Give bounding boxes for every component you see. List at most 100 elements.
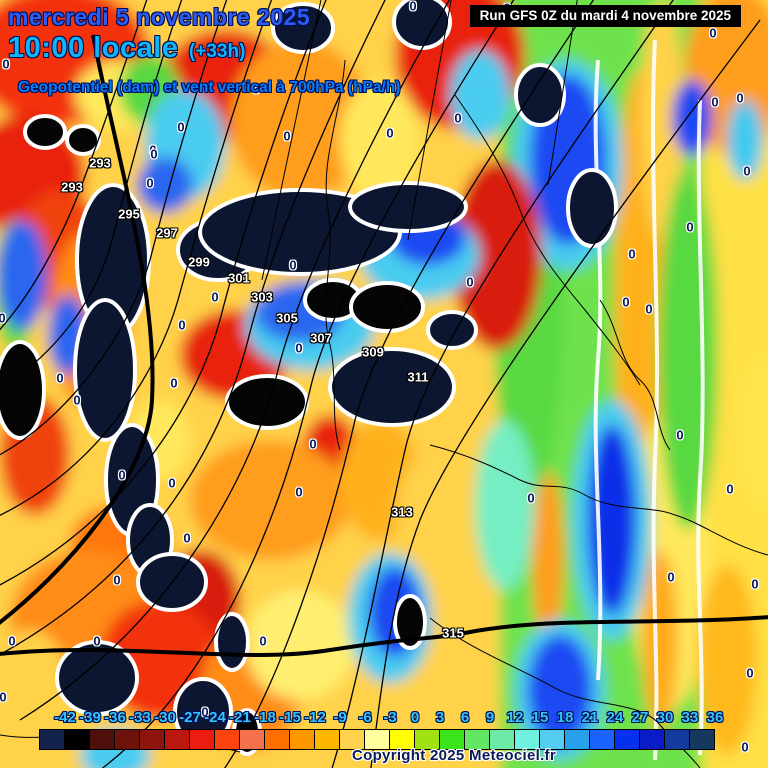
geopotential-contour-label: 309 [362,344,384,360]
geopotential-contour-label: 293 [61,179,83,195]
colorbar-cell [289,729,315,750]
zero-contour-label: 0 [0,310,6,326]
colorbar-value-label: 18 [556,709,574,726]
zero-contour-label: 0 [628,246,636,262]
zero-contour-label: 0 [113,572,121,588]
zero-contour-label: 0 [8,633,16,649]
zero-contour-label: 0 [252,81,260,97]
colorbar-value-label: -12 [304,709,326,726]
zero-contour-label: 0 [2,56,10,72]
colorbar-value-label: 0 [410,709,420,726]
geopotential-contour-label: 307 [310,330,332,346]
colorbar-value-label: -30 [154,709,176,726]
zero-contour-label: 0 [711,94,719,110]
colorbar-cell [589,729,615,750]
colorbar-value-label: -42 [54,709,76,726]
colorbar-cell [64,729,90,750]
colorbar-value-label: 24 [606,709,624,726]
zero-contour-label: 0 [183,530,191,546]
zero-contour-label: 0 [622,294,630,310]
colorbar-value-label: -27 [179,709,201,726]
forecast-date: mercredi 5 novembre 2025 [8,4,311,30]
colorbar-value-label: -21 [229,709,251,726]
colorbar-cell [564,729,590,750]
zero-contour-label: 0 [295,484,303,500]
geopotential-contour-label: 311 [407,369,429,385]
colorbar-value-label: 21 [581,709,599,726]
colorbar-cell [239,729,265,750]
zero-contour-label: 0 [386,125,394,141]
zero-contour-label: 0 [743,163,751,179]
colorbar [39,729,715,750]
colorbar-cell [639,729,665,750]
geopotential-contour-label: 297 [156,225,178,241]
colorbar-cell [89,729,115,750]
colorbar-cell [189,729,215,750]
geopotential-contour-label: 299 [188,254,210,270]
forecast-local-time: 10:00 locale [8,32,179,64]
zero-contour-label: 0 [0,689,7,705]
geopotential-contour-label: 305 [276,310,298,326]
run-info-box: Run GFS 0Z du mardi 4 novembre 2025 [469,5,741,27]
colorbar-value-label: -39 [79,709,101,726]
geopotential-contour-label: 315 [442,625,464,641]
copyright: Copyright 2025 Meteociel.fr [352,747,556,764]
map-title: Geopotentiel (dam) et vent vertical à 70… [18,79,401,96]
zero-contour-label: 0 [289,257,297,273]
zero-contour-label: 0 [741,739,749,755]
zero-contour-label: 0 [746,665,754,681]
zero-contour-label: 0 [146,175,154,191]
zero-contour-label: 0 [259,633,267,649]
colorbar-cell [39,729,65,750]
zero-contour-label: 0 [409,0,417,14]
colorbar-value-label: -9 [333,709,347,726]
colorbar-value-label: -33 [129,709,151,726]
colorbar-cell [614,729,640,750]
zero-contour-label: 0 [309,436,317,452]
colorbar-value-label: 3 [435,709,445,726]
zero-contour-label: 0 [295,340,303,356]
forecast-run-offset: (+33h) [188,41,246,62]
zero-contour-label: 0 [170,375,178,391]
geopotential-contour-label: 313 [391,504,413,520]
zero-contour-label: 0 [283,128,291,144]
colorbar-value-label: 9 [485,709,495,726]
colorbar-value-label: 15 [531,709,549,726]
colorbar-value-label: -24 [204,709,226,726]
zero-contour-label: 0 [178,317,186,333]
zero-contour-label: 0 [527,490,535,506]
zero-contour-label: 0 [454,110,462,126]
colorbar-value-label: 6 [460,709,470,726]
colorbar-value-label: 36 [706,709,724,726]
colorbar-cell [689,729,715,750]
colorbar-cell [314,729,340,750]
colorbar-cell [139,729,165,750]
zero-contour-label: 0 [201,704,209,720]
colorbar-value-label: 27 [631,709,649,726]
zero-contour-label: 0 [676,427,684,443]
colorbar-value-label: 12 [506,709,524,726]
colorbar-value-label: 30 [656,709,674,726]
zero-contour-label: 0 [118,467,126,483]
zero-contour-label: 0 [93,633,101,649]
zero-contour-label: 0 [667,569,675,585]
zero-contour-label: 0 [56,370,64,386]
map-header: mercredi 5 novembre 2025 10:00 locale (+… [8,4,400,97]
colorbar-value-label: -3 [383,709,397,726]
zero-contour-label: 0 [751,576,759,592]
geopotential-contour-label: 301 [228,270,250,286]
colorbar-cell [214,729,240,750]
zero-contour-label: 0 [177,119,185,135]
zero-contour-label: 0 [211,289,219,305]
colorbar-cell [264,729,290,750]
colorbar-value-label: 33 [681,709,699,726]
zero-contour-label: 0 [149,142,157,158]
zero-contour-label: 0 [736,90,744,106]
zero-contour-label: 0 [726,481,734,497]
zero-contour-label: 0 [73,392,81,408]
geopotential-contour-label: 303 [251,289,273,305]
zero-contour-label: 0 [150,146,158,162]
zero-contour-label: 0 [686,219,694,235]
